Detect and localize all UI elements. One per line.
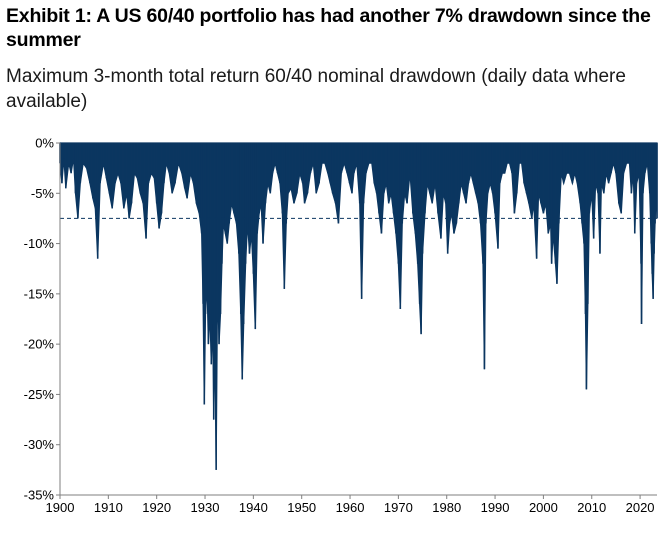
plot-area bbox=[59, 142, 658, 470]
x-tick-label: 1980 bbox=[432, 500, 461, 515]
x-tick-label: 1960 bbox=[336, 500, 365, 515]
y-tick-label: 0% bbox=[35, 136, 54, 151]
x-tick-label: 1950 bbox=[287, 500, 316, 515]
axes: 0% -5% -10% -15% -20% -25% -30% -35%1900 1910 192… bbox=[24, 136, 657, 515]
x-tick-label: 2010 bbox=[577, 500, 606, 515]
x-tick-label: 1940 bbox=[239, 500, 268, 515]
y-tick-label: -25% bbox=[24, 387, 55, 402]
y-tick-label: -5% bbox=[31, 186, 55, 201]
x-tick-label: 1990 bbox=[481, 500, 510, 515]
x-tick-label: 1920 bbox=[142, 500, 171, 515]
chart-title: Exhibit 1: A US 60/40 portfolio has had … bbox=[6, 5, 651, 51]
x-tick-label: 2020 bbox=[626, 500, 655, 515]
chart-subtitle: Maximum 3-month total return 60/40 nomin… bbox=[6, 66, 626, 112]
y-tick-label: -20% bbox=[24, 337, 55, 352]
x-tick-label: 1910 bbox=[94, 500, 123, 515]
y-tick-label: -30% bbox=[24, 437, 55, 452]
y-tick-label: -15% bbox=[24, 286, 55, 301]
x-tick-label: 1900 bbox=[46, 500, 75, 515]
x-tick-label: 1970 bbox=[384, 500, 413, 515]
series-area-0 bbox=[59, 142, 658, 470]
y-tick-label: -10% bbox=[24, 236, 55, 251]
y-tick-label: -35% bbox=[24, 488, 55, 503]
x-tick-label: 1930 bbox=[191, 500, 220, 515]
x-tick-label: 2000 bbox=[529, 500, 558, 515]
